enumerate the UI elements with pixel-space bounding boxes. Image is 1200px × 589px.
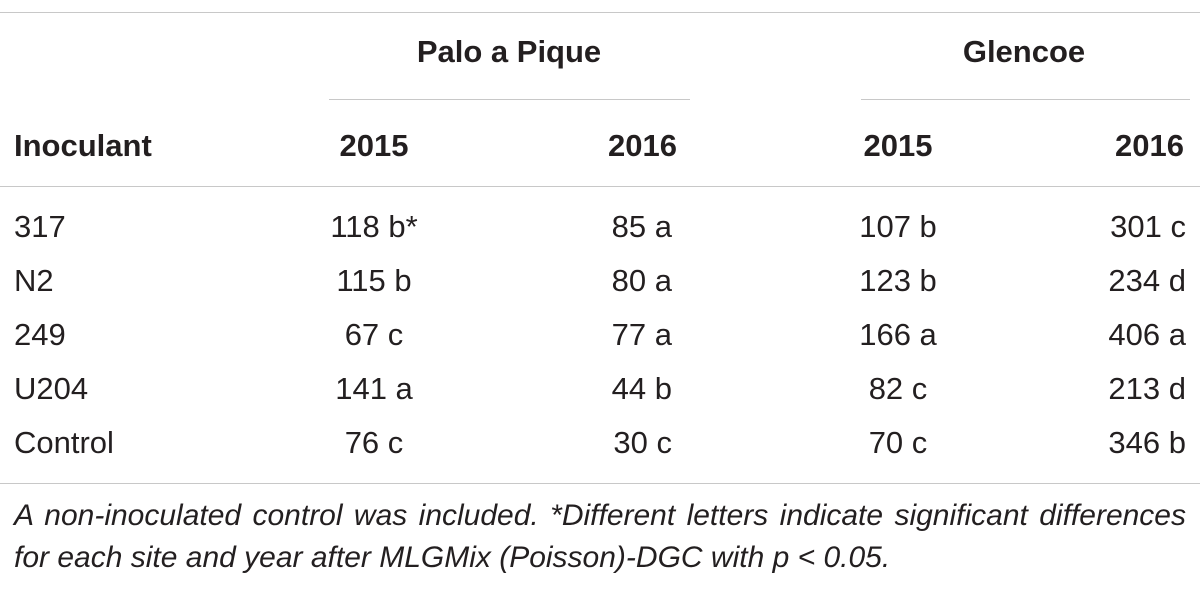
column-header-year: 2015 bbox=[339, 128, 409, 163]
table-cell: 30 c bbox=[613, 425, 672, 460]
table-cell: 70 c bbox=[868, 425, 928, 460]
group-rule-palo-a-pique bbox=[329, 99, 690, 100]
group-header-glencoe: Glencoe bbox=[962, 34, 1086, 69]
table-cell: 234 d bbox=[1108, 263, 1186, 298]
table-cell: 141 a bbox=[335, 371, 413, 406]
table-cell: 123 b bbox=[859, 263, 937, 298]
table-cell: 406 a bbox=[1108, 317, 1186, 352]
table-cell: 166 a bbox=[859, 317, 937, 352]
table-footnote: A non-inoculated control was included. *… bbox=[14, 499, 1186, 574]
table-cell: 80 a bbox=[611, 263, 672, 298]
row-label: U204 bbox=[14, 371, 89, 406]
table-cell: 76 c bbox=[344, 425, 404, 460]
column-header-year: 2016 bbox=[608, 128, 677, 163]
table-top-rule bbox=[0, 12, 1200, 13]
column-header-year: 2016 bbox=[1115, 128, 1184, 163]
table-cell: 346 b bbox=[1108, 425, 1186, 460]
header-bottom-rule bbox=[0, 186, 1200, 187]
table-cell: 77 a bbox=[611, 317, 672, 352]
table-cell: 213 d bbox=[1108, 371, 1186, 406]
table-cell: 118 b* bbox=[330, 209, 418, 244]
column-header-inoculant: Inoculant bbox=[14, 128, 152, 163]
table-cell: 44 b bbox=[611, 371, 672, 406]
table-bottom-rule bbox=[0, 483, 1200, 484]
row-label: 249 bbox=[14, 317, 66, 352]
row-label: N2 bbox=[14, 263, 54, 298]
table-cell: 115 b bbox=[336, 263, 412, 298]
group-rule-glencoe bbox=[861, 99, 1190, 100]
table-cell: 85 a bbox=[611, 209, 672, 244]
table-cell: 67 c bbox=[344, 317, 404, 352]
table-cell: 301 c bbox=[1110, 209, 1186, 244]
row-label: Control bbox=[14, 425, 114, 460]
table-cell: 82 c bbox=[868, 371, 928, 406]
table-cell: 107 b bbox=[859, 209, 937, 244]
group-header-palo-a-pique: Palo a Pique bbox=[416, 34, 602, 69]
row-label: 317 bbox=[14, 209, 66, 244]
column-header-year: 2015 bbox=[863, 128, 933, 163]
